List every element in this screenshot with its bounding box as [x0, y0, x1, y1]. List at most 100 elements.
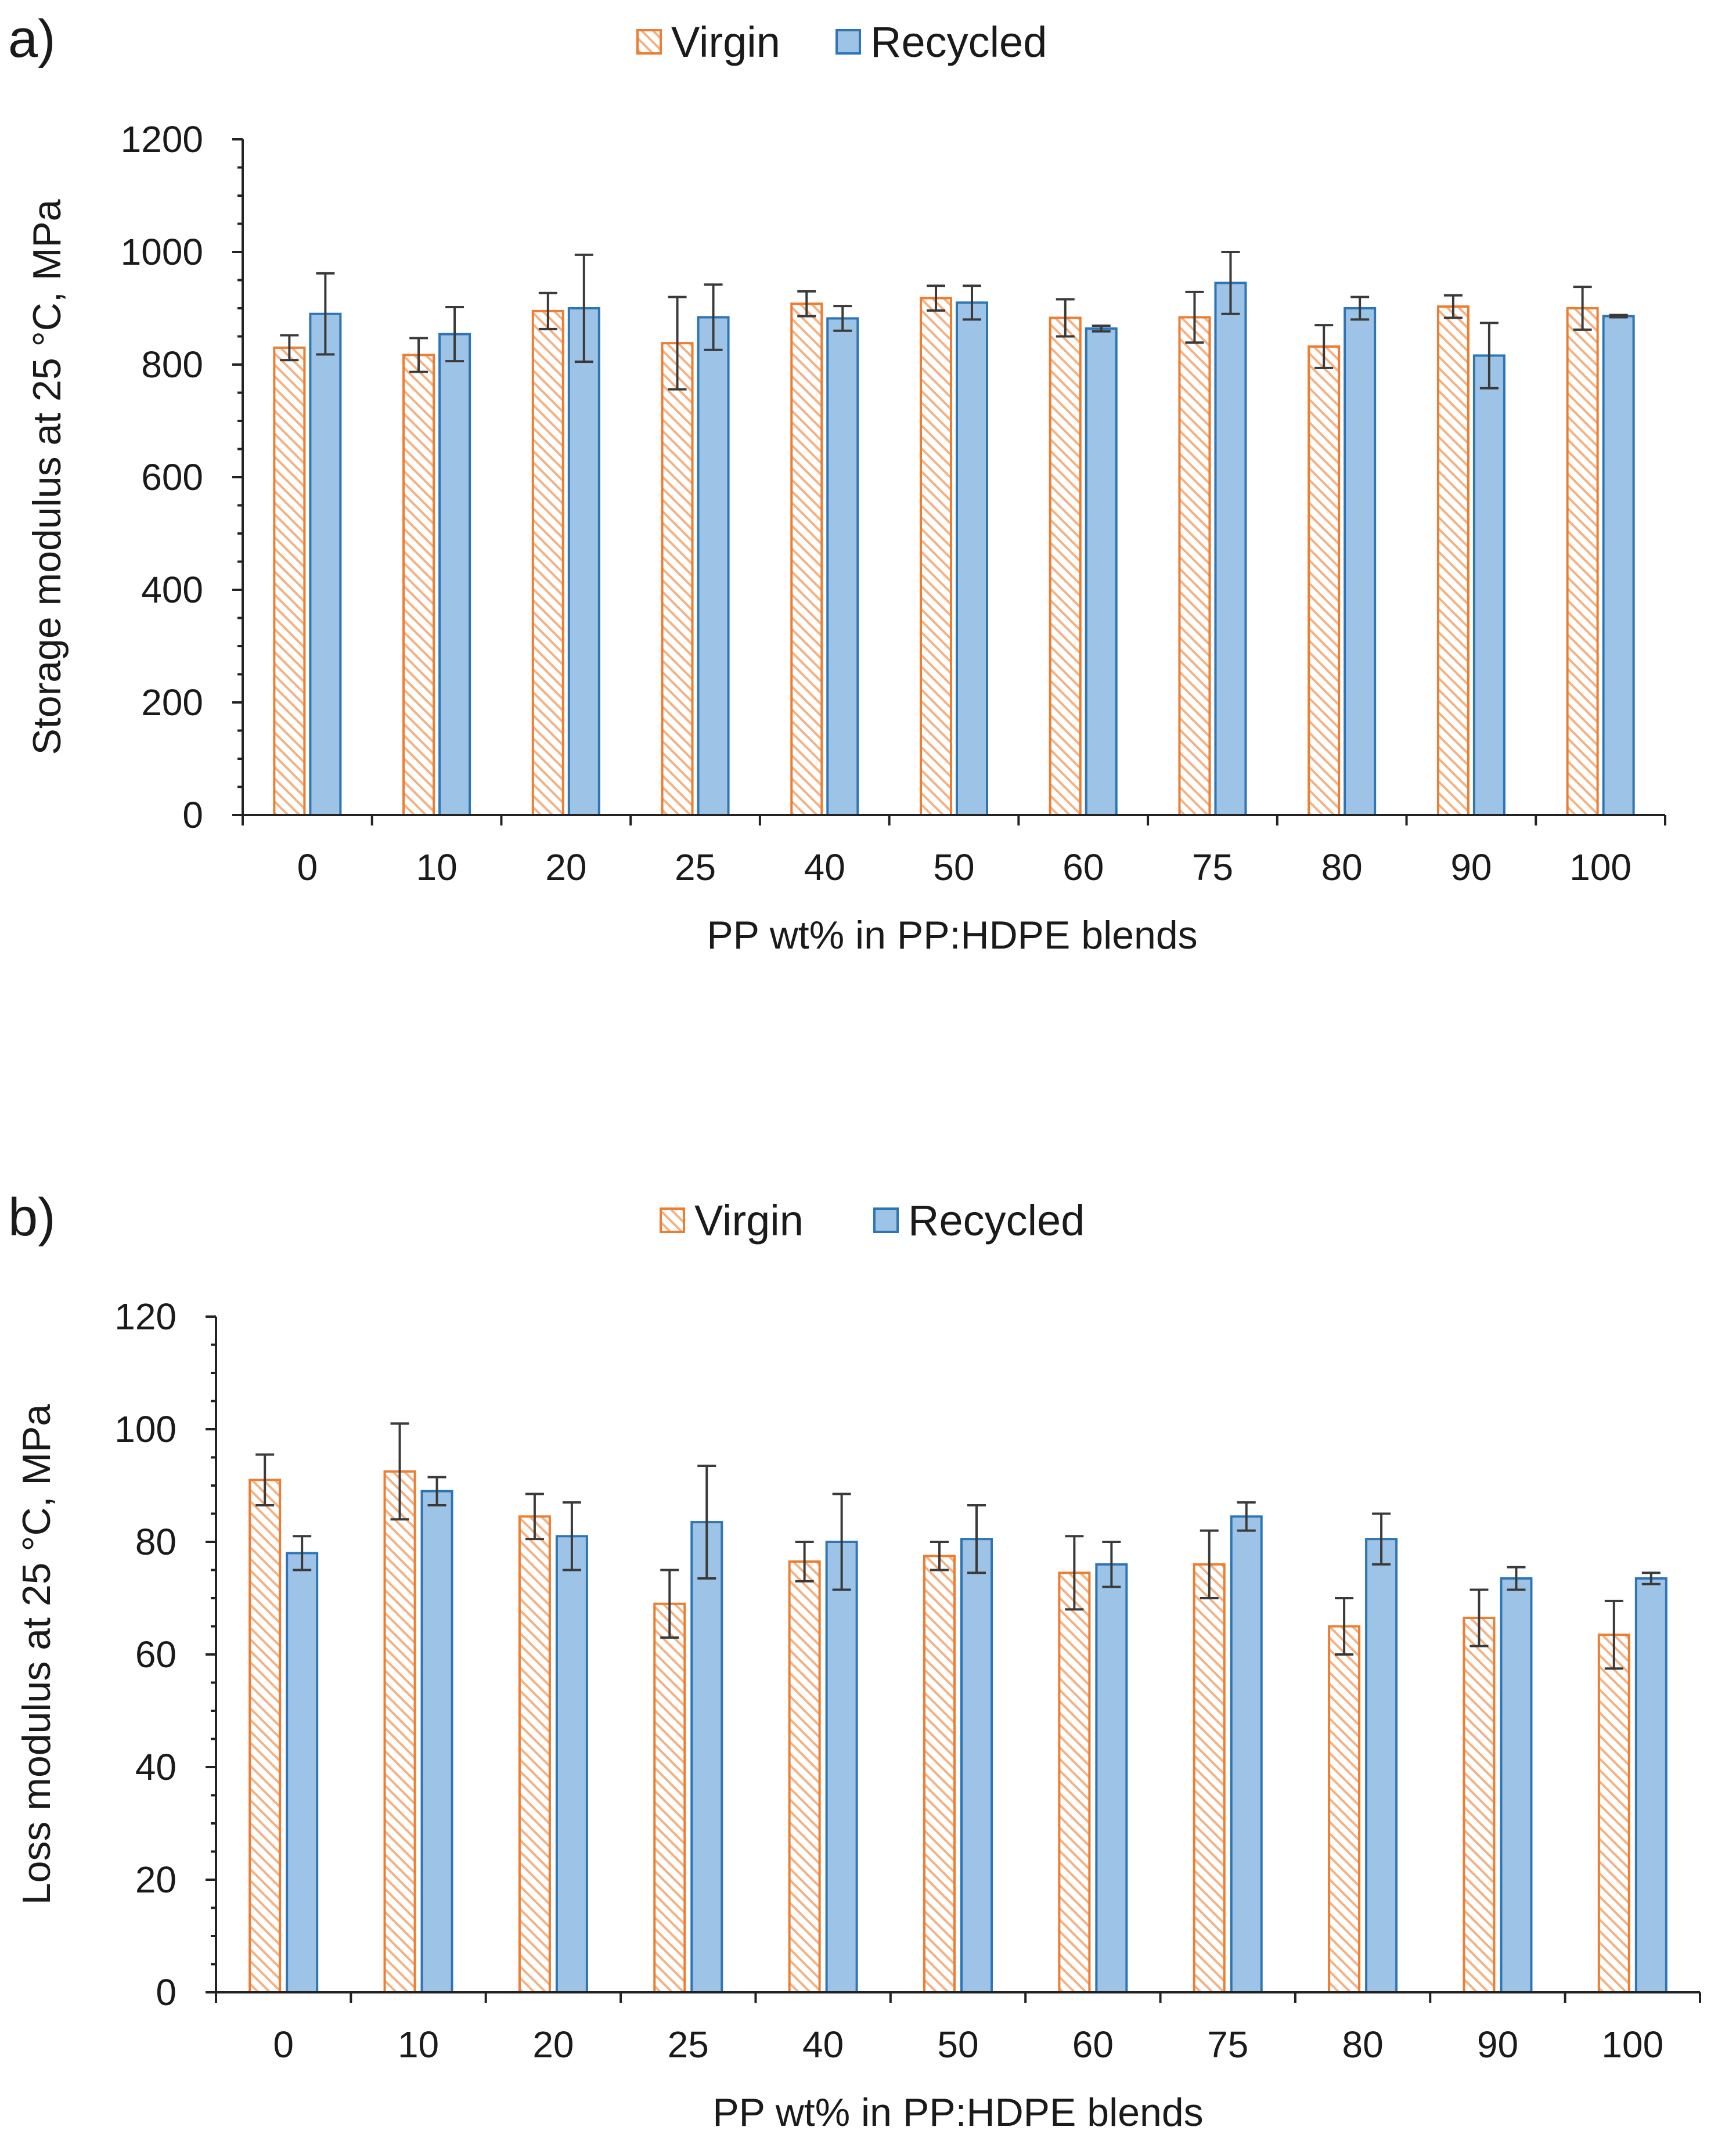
legend-swatch-recycled [873, 1207, 899, 1233]
error-bar-recycled-20 [562, 1501, 581, 1571]
error-bar-recycled-10 [427, 1476, 446, 1506]
x-tick-label: 100 [1569, 846, 1631, 888]
bar-virgin-0 [273, 346, 306, 816]
error-bar-virgin-90 [1443, 294, 1463, 319]
error-bar-recycled-75 [1221, 251, 1240, 315]
legend: Virgin Recycled [660, 1196, 1085, 1245]
error-bar-virgin-20 [525, 1493, 544, 1541]
bar-virgin-10 [402, 354, 435, 816]
error-bar-recycled-50 [963, 284, 981, 321]
error-bar-recycled-40 [833, 305, 852, 332]
x-axis-title: PP wt% in PP:HDPE blends [707, 913, 1197, 957]
x-tick-label: 40 [802, 2024, 844, 2065]
x-tick-label: 90 [1450, 846, 1492, 888]
bar-recycled-20 [567, 307, 600, 816]
y-tick-label: 0 [156, 1971, 177, 2013]
error-bar-virgin-100 [1604, 1599, 1623, 1670]
error-bar-recycled-20 [574, 253, 593, 363]
error-bar-recycled-80 [1350, 295, 1370, 321]
bar-virgin-20 [518, 1515, 551, 1994]
bar-recycled-80 [1344, 307, 1377, 816]
error-bar-virgin-50 [927, 284, 945, 312]
error-bar-recycled-75 [1237, 1501, 1256, 1532]
bar-virgin-100 [1597, 1634, 1630, 1994]
legend-swatch-recycled [835, 29, 861, 55]
error-bar-virgin-25 [668, 295, 687, 391]
error-bar-virgin-80 [1314, 324, 1334, 369]
x-tick-label: 50 [937, 2024, 978, 2065]
error-bar-recycled-90 [1507, 1566, 1526, 1591]
error-bar-recycled-60 [1092, 325, 1111, 333]
bar-recycled-0 [286, 1552, 319, 1993]
bar-recycled-10 [420, 1490, 453, 1993]
error-bar-virgin-100 [1573, 286, 1592, 331]
x-tick-label: 100 [1601, 2024, 1663, 2065]
bar-virgin-80 [1308, 345, 1341, 816]
bar-virgin-50 [923, 1555, 956, 1993]
bar-recycled-90 [1472, 354, 1506, 816]
error-bar-virgin-60 [1065, 1535, 1084, 1611]
error-bar-recycled-100 [1641, 1571, 1661, 1585]
bar-recycled-20 [555, 1535, 588, 1994]
bar-recycled-80 [1365, 1538, 1398, 1993]
error-bar-virgin-10 [409, 337, 428, 373]
x-tick-label: 0 [297, 846, 318, 888]
error-bar-virgin-0 [255, 1453, 275, 1506]
bar-virgin-75 [1193, 1563, 1226, 1994]
error-bar-recycled-25 [697, 1465, 716, 1580]
x-tick-label: 20 [532, 2024, 574, 2065]
y-tick-label: 200 [141, 682, 203, 723]
error-bar-virgin-75 [1200, 1529, 1219, 1599]
bar-recycled-50 [960, 1538, 993, 1993]
x-axis-title: PP wt% in PP:HDPE blends [712, 2090, 1203, 2135]
x-tick-label: 90 [1477, 2024, 1518, 2065]
x-axis-ticks: 0 10 20 25 40 50 60 75 80 90 100 [242, 815, 1666, 888]
error-bar-virgin-50 [930, 1541, 949, 1571]
y-tick-label: 120 [114, 1296, 177, 1338]
bar-recycled-100 [1634, 1577, 1667, 1994]
y-tick-label: 0 [182, 794, 203, 836]
bar-virgin-25 [661, 342, 694, 816]
bar-recycled-75 [1214, 282, 1247, 817]
bar-recycled-0 [309, 312, 342, 816]
bar-recycled-100 [1602, 315, 1635, 816]
error-bar-recycled-25 [704, 283, 723, 351]
error-bar-virgin-40 [795, 1541, 814, 1582]
error-bar-virgin-75 [1185, 290, 1204, 344]
bar-virgin-10 [383, 1470, 416, 1993]
x-tick-label: 80 [1342, 2024, 1383, 2065]
bar-virgin-90 [1463, 1616, 1496, 1993]
x-tick-label: 75 [1207, 2024, 1248, 2065]
x-axis-ticks: 0 10 20 25 40 50 60 75 80 90 100 [215, 1992, 1701, 2065]
x-tick-label: 75 [1192, 846, 1233, 888]
bar-virgin-75 [1178, 316, 1211, 816]
bar-recycled-60 [1095, 1563, 1128, 1994]
error-bar-virgin-60 [1056, 298, 1075, 338]
x-tick-label: 20 [545, 846, 586, 888]
y-tick-label: 1200 [121, 118, 203, 160]
x-tick-label: 10 [416, 846, 457, 888]
y-tick-label: 400 [141, 569, 203, 611]
y-axis-title: Loss modulus at 25 °C, MPa [15, 1404, 59, 1905]
y-tick-label: 600 [141, 456, 203, 498]
legend-swatch-virgin [636, 29, 662, 55]
y-tick-label: 1000 [121, 231, 203, 273]
bar-virgin-50 [920, 297, 952, 816]
bar-virgin-40 [788, 1560, 821, 1993]
error-bar-virgin-90 [1470, 1588, 1489, 1647]
error-bar-recycled-0 [316, 272, 335, 356]
error-bar-virgin-0 [280, 334, 299, 362]
x-tick-label: 60 [1063, 846, 1104, 888]
x-tick-label: 80 [1321, 846, 1363, 888]
bar-virgin-60 [1058, 1571, 1091, 1994]
y-tick-label: 800 [141, 344, 203, 385]
x-tick-label: 60 [1072, 2024, 1114, 2065]
error-bar-virgin-25 [660, 1569, 679, 1639]
bar-recycled-10 [438, 333, 471, 816]
panel-b-loss-modulus-chart: b) Virgin Recycled 0 20 40 60 80 100 120 0 10 20… [8, 1188, 1701, 2135]
bar-virgin-80 [1328, 1625, 1361, 1993]
y-tick-label: 100 [114, 1408, 177, 1450]
bar-recycled-90 [1500, 1577, 1533, 1994]
error-bar-recycled-60 [1102, 1541, 1121, 1588]
y-axis-ticks: 0 20 40 60 80 100 120 [114, 1296, 216, 2013]
